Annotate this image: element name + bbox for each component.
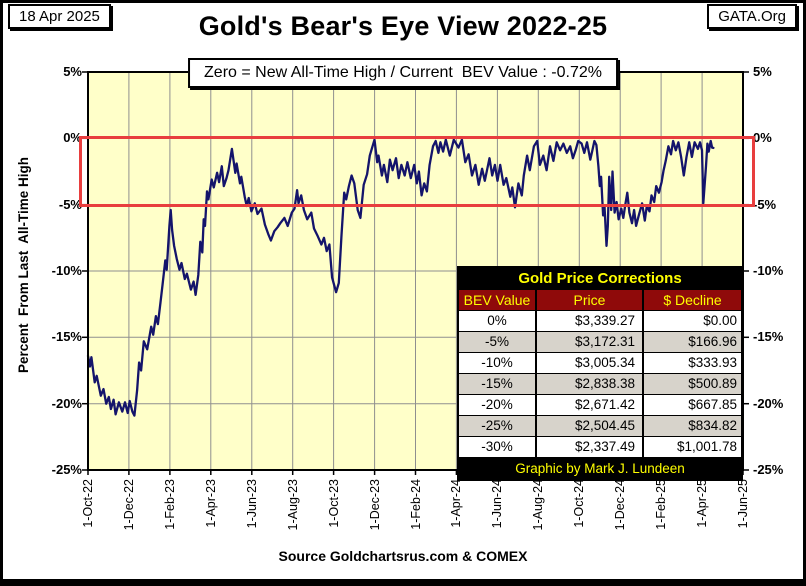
table-header-row: BEV Value Price $ Decline xyxy=(459,289,741,310)
x-tick-label: 1-Oct-23 xyxy=(327,479,341,528)
table-row: -20% $2,671.42 $667.85 xyxy=(459,394,741,415)
table-cell: -30% xyxy=(481,439,513,454)
x-tick-label: 1-Jun-25 xyxy=(736,479,750,529)
y-tick-label-right: -20% xyxy=(753,396,784,411)
x-tick-label: 1-Apr-24 xyxy=(449,479,463,528)
table-cell: $2,838.38 xyxy=(535,374,642,394)
y-tick-label-right: 0% xyxy=(753,130,772,145)
table-cell: $3,339.27 xyxy=(535,311,642,331)
x-tick-label: 1-Oct-22 xyxy=(81,479,95,528)
y-tick-label-left: 5% xyxy=(63,64,82,79)
page-title: Gold's Bear's Eye View 2022-25 xyxy=(198,11,608,41)
table-cell: $0.00 xyxy=(642,311,741,331)
table-column-header: Price xyxy=(535,290,642,310)
x-tick-label: 1-Dec-23 xyxy=(368,479,382,531)
x-tick-label: 1-Aug-24 xyxy=(531,479,545,531)
table-cell: $667.85 xyxy=(642,395,741,415)
gold-price-corrections-table: Gold Price Corrections BEV Value Price $ D… xyxy=(457,266,743,481)
table-cell: $1,001.78 xyxy=(642,437,741,457)
y-tick-label-right: -25% xyxy=(753,462,784,477)
corrections-table-body: 0% $3,339.27 $0.00 -5% $3,172.31 $166.96 -10% $… xyxy=(459,310,741,457)
table-cell: -20% xyxy=(481,397,513,412)
y-tick-label-right: 5% xyxy=(753,64,772,79)
table-row: -30% $2,337.49 $1,001.78 xyxy=(459,436,741,457)
x-tick-label: 1-Oct-24 xyxy=(572,479,586,528)
x-tick-label: 1-Feb-25 xyxy=(654,479,668,530)
org-box: GATA.Org xyxy=(707,4,797,29)
x-tick-label: 1-Apr-23 xyxy=(204,479,218,528)
table-cell: -25% xyxy=(481,418,513,433)
table-cell: $2,337.49 xyxy=(535,437,642,457)
table-cell: -15% xyxy=(481,376,513,391)
y-tick-label-left: -25% xyxy=(51,462,82,477)
table-cell: $500.89 xyxy=(642,374,741,394)
table-cell: $333.93 xyxy=(642,353,741,373)
table-row: -10% $3,005.34 $333.93 xyxy=(459,352,741,373)
table-row: -15% $2,838.38 $500.89 xyxy=(459,373,741,394)
legend-note: Zero = New All-Time High / Current BEV V… xyxy=(188,58,618,88)
y-tick-label-left: 0% xyxy=(63,130,82,145)
y-tick-label-left: -20% xyxy=(51,396,82,411)
source-credit: Source Goldchartsrus.com & COMEX xyxy=(278,548,528,564)
x-tick-label: 1-Feb-23 xyxy=(163,479,177,530)
x-tick-label: 1-Feb-24 xyxy=(409,479,423,530)
date-box: 18 Apr 2025 xyxy=(8,4,111,29)
y-tick-label-left: -15% xyxy=(51,329,82,344)
y-axis-title: Percent From Last All-Time High xyxy=(16,156,31,374)
y-tick-label-left: -5% xyxy=(58,197,82,212)
x-tick-label: 1-Jun-23 xyxy=(245,479,259,529)
table-cell: $3,005.34 xyxy=(535,353,642,373)
x-tick-label: 1-Apr-25 xyxy=(695,479,709,528)
table-cell: -5% xyxy=(484,334,509,349)
y-tick-label-right: -5% xyxy=(753,197,777,212)
x-tick-label: 1-Dec-22 xyxy=(122,479,136,531)
y-tick-label-left: -10% xyxy=(51,263,82,278)
zero-to-minus5-band xyxy=(79,136,755,207)
table-cell: $166.96 xyxy=(642,332,741,352)
y-tick-label-right: -10% xyxy=(753,263,784,278)
table-cell: $3,172.31 xyxy=(535,332,642,352)
table-cell: 0% xyxy=(487,313,507,328)
table-column-header: BEV Value xyxy=(463,292,531,308)
table-title: Gold Price Corrections xyxy=(459,268,741,289)
table-footer: Graphic by Mark J. Lundeen xyxy=(459,457,741,479)
x-tick-label: 1-Aug-23 xyxy=(286,479,300,531)
table-row: 0% $3,339.27 $0.00 xyxy=(459,310,741,331)
x-tick-label: 1-Dec-24 xyxy=(613,479,627,531)
table-row: -5% $3,172.31 $166.96 xyxy=(459,331,741,352)
table-row: -25% $2,504.45 $834.82 xyxy=(459,415,741,436)
table-column-header: $ Decline xyxy=(642,290,741,310)
y-tick-label-right: -15% xyxy=(753,329,784,344)
table-cell: -10% xyxy=(481,355,513,370)
table-cell: $2,504.45 xyxy=(535,416,642,436)
x-tick-label: 1-Jun-24 xyxy=(490,479,504,529)
table-cell: $834.82 xyxy=(642,416,741,436)
table-cell: $2,671.42 xyxy=(535,395,642,415)
